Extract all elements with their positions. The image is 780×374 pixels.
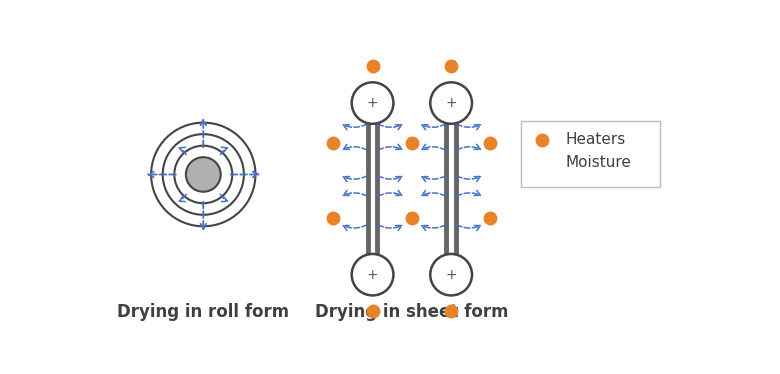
Ellipse shape [352,82,393,124]
Text: Drying in sheet form: Drying in sheet form [315,303,509,321]
Text: +: + [367,96,378,110]
Text: +: + [445,96,457,110]
Ellipse shape [186,157,221,192]
FancyBboxPatch shape [521,121,660,187]
Text: Moisture: Moisture [566,156,632,171]
Ellipse shape [431,82,472,124]
Text: Heaters: Heaters [566,132,626,147]
Ellipse shape [352,254,393,295]
Text: +: + [445,268,457,282]
Text: Drying in roll form: Drying in roll form [117,303,289,321]
Text: +: + [367,268,378,282]
Ellipse shape [431,254,472,295]
